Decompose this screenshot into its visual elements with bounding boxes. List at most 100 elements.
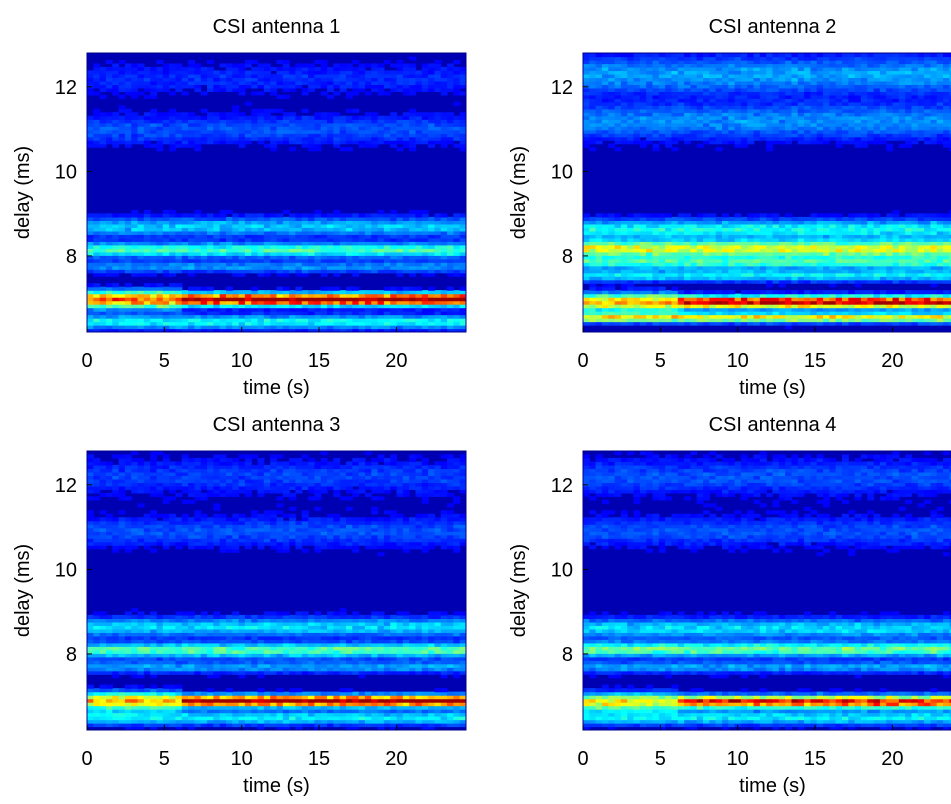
heatmap-cell (639, 248, 647, 253)
heatmap-cell (421, 321, 429, 326)
heatmap-cell (282, 241, 290, 246)
heatmap-cell (219, 216, 227, 221)
heatmap-cell (633, 227, 641, 232)
heatmap-cell (409, 84, 417, 89)
heatmap-cell (835, 213, 843, 218)
heatmap-cell (646, 297, 654, 302)
heatmap-cell (276, 251, 284, 256)
heatmap-cell (327, 269, 334, 274)
heatmap-cell (620, 311, 628, 316)
heatmap-cell (99, 290, 107, 295)
heatmap-cell (766, 220, 774, 225)
heatmap-cell (314, 325, 322, 330)
heatmap-cell (143, 265, 151, 270)
heatmap-cell (665, 314, 673, 319)
heatmap-cell (816, 133, 824, 138)
heatmap-cell (740, 314, 748, 319)
heatmap-cell (251, 129, 259, 134)
heatmap-cell (721, 237, 729, 242)
heatmap-cell (270, 258, 278, 263)
heatmap-cell (778, 237, 786, 242)
heatmap-cell (898, 314, 906, 319)
heatmap-cell (270, 293, 278, 298)
heatmap-cell (207, 133, 214, 138)
heatmap-cell (459, 91, 466, 96)
heatmap-cell (371, 227, 379, 232)
heatmap-cell (709, 133, 717, 138)
heatmap-cell (358, 77, 366, 82)
heatmap-cell (772, 272, 780, 277)
heatmap-cell (428, 237, 436, 242)
heatmap-cell (658, 304, 666, 309)
heatmap-cell (415, 133, 423, 138)
heatmap-cell (759, 220, 767, 225)
heatmap-cell (390, 84, 398, 89)
heatmap-cell (766, 272, 774, 277)
heatmap-cell (917, 262, 925, 267)
heatmap-cell (194, 126, 202, 131)
heatmap-cell (886, 304, 894, 309)
heatmap-cell (665, 279, 673, 284)
heatmap-cell (696, 126, 704, 131)
heatmap-cell (595, 244, 603, 249)
heatmap-cell (118, 133, 126, 138)
heatmap-cell (225, 328, 233, 332)
heatmap-cell (614, 297, 622, 302)
heatmap-cell (595, 300, 603, 305)
heatmap-cell (213, 223, 221, 228)
heatmap-cell (715, 133, 723, 138)
heatmap-cell (415, 293, 423, 298)
heatmap-cell (728, 216, 736, 221)
heatmap-cell (175, 223, 183, 228)
heatmap-cell (105, 272, 113, 277)
heatmap-cell (785, 140, 793, 145)
heatmap-cell (772, 140, 780, 145)
heatmap-cell (721, 129, 729, 134)
heatmap-cell (829, 265, 837, 270)
heatmap-cell (150, 265, 158, 270)
heatmap-cell (917, 304, 925, 309)
heatmap-cell (646, 262, 654, 267)
heatmap-cell (282, 300, 290, 305)
heatmap-cell (447, 300, 454, 305)
heatmap-cell (169, 255, 177, 260)
heatmap-cell (428, 129, 436, 134)
heatmap-cell (684, 251, 691, 256)
heatmap-cell (778, 133, 786, 138)
heatmap-cell (684, 213, 691, 218)
heatmap-cell (402, 140, 410, 145)
heatmap-cell (829, 223, 837, 228)
heatmap-cell (327, 262, 334, 267)
heatmap-cell (112, 84, 120, 89)
heatmap-cell (390, 80, 398, 85)
heatmap-cell (791, 241, 799, 246)
heatmap-cell (867, 140, 875, 145)
heatmap-cell (282, 227, 290, 232)
heatmap-cell (257, 297, 265, 302)
heatmap-cell (620, 272, 628, 277)
heatmap-cell (766, 290, 774, 295)
heatmap-cell (867, 304, 875, 309)
heatmap-cell (409, 251, 417, 256)
heatmap-cell (390, 230, 398, 235)
heatmap-cell (314, 143, 322, 148)
heatmap-cell (124, 314, 132, 319)
heatmap-cell (99, 269, 107, 274)
heatmap-cell (188, 237, 195, 242)
heatmap-cell (791, 321, 799, 326)
heatmap-cell (289, 213, 297, 218)
heatmap-cell (282, 70, 290, 75)
heatmap-cell (339, 237, 347, 242)
heatmap-cell (143, 126, 151, 131)
heatmap-cell (289, 115, 297, 120)
heatmap-cell (194, 321, 202, 326)
heatmap-cell (169, 251, 177, 256)
heatmap-cell (390, 227, 398, 232)
heatmap-cell (924, 129, 932, 134)
heatmap-cell (289, 325, 297, 330)
heatmap-cell (124, 73, 132, 79)
heatmap-cell (829, 237, 837, 242)
heatmap-cell (327, 213, 334, 218)
heatmap-cell (665, 143, 673, 148)
heatmap-cell (734, 244, 742, 249)
